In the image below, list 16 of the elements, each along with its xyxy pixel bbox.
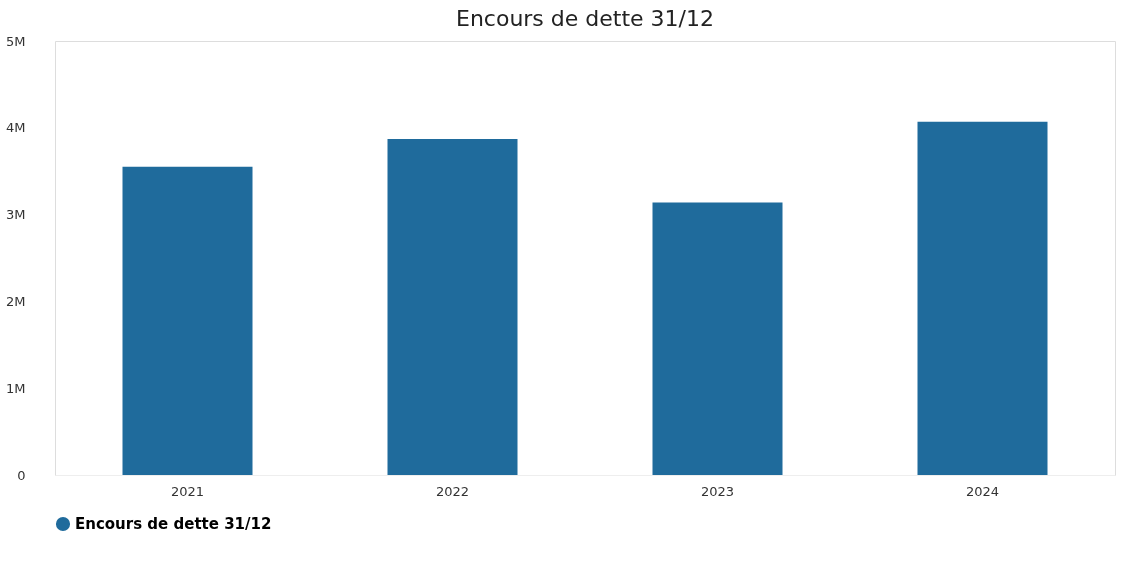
y-tick-label: 2M — [6, 293, 26, 309]
y-tick-label: 3M — [6, 207, 26, 223]
legend-label: Encours de dette 31/12 — [75, 515, 272, 533]
chart-title: Encours de dette 31/12 — [455, 6, 715, 31]
y-tick-label: 0 — [17, 467, 26, 483]
bar — [917, 121, 1048, 475]
x-tick-label: 2024 — [965, 483, 1000, 499]
x-tick-label: 2023 — [700, 483, 735, 499]
x-tick-label: 2021 — [170, 483, 205, 499]
y-tick-label: 5M — [6, 33, 26, 49]
x-tick-label: 2022 — [435, 483, 470, 499]
y-tick-label: 4M — [6, 120, 26, 136]
bar — [652, 202, 783, 475]
bar — [387, 139, 518, 475]
y-tick-label: 1M — [6, 380, 26, 396]
bar — [122, 166, 253, 475]
